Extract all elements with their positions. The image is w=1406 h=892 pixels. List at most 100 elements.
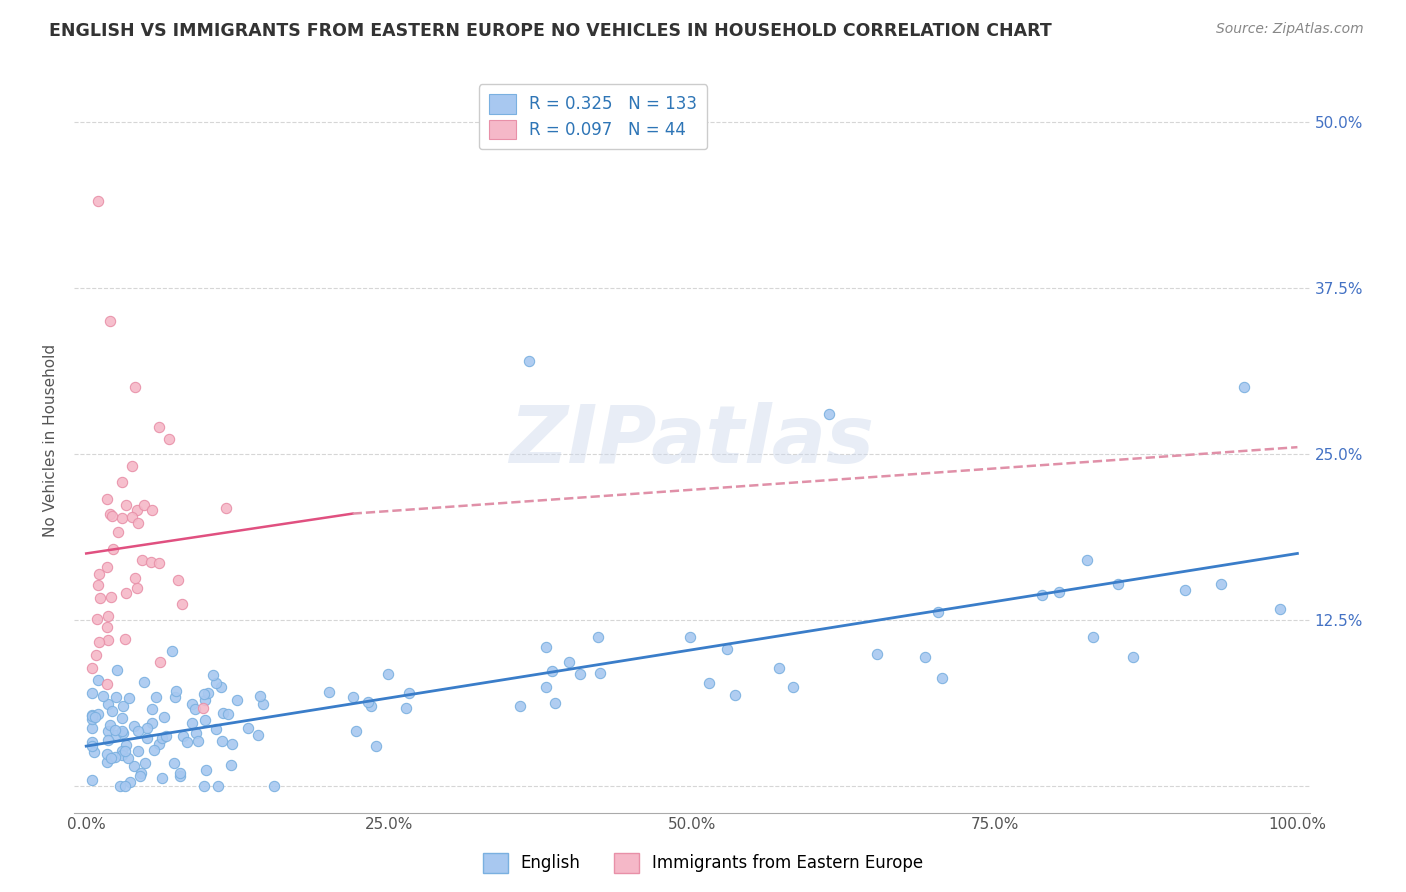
Point xyxy=(724,688,747,702)
Point xyxy=(87,673,110,688)
Point xyxy=(117,750,139,764)
Point xyxy=(191,701,214,715)
Point xyxy=(782,680,804,694)
Point xyxy=(82,686,104,700)
Point xyxy=(110,779,132,793)
Point xyxy=(357,695,380,709)
Point xyxy=(247,728,270,742)
Point xyxy=(155,729,177,743)
Point xyxy=(96,560,118,574)
Point xyxy=(1211,577,1233,591)
Point xyxy=(152,771,174,785)
Point xyxy=(679,630,702,644)
Point xyxy=(134,756,156,771)
Point xyxy=(148,737,170,751)
Legend: English, Immigrants from Eastern Europe: English, Immigrants from Eastern Europe xyxy=(475,847,931,880)
Point xyxy=(121,458,143,473)
Point xyxy=(145,690,167,704)
Point xyxy=(768,661,790,675)
Point xyxy=(1270,602,1292,616)
Point xyxy=(110,744,132,758)
Point xyxy=(195,763,218,777)
Point xyxy=(1076,553,1098,567)
Point xyxy=(104,728,127,742)
Point xyxy=(105,664,128,678)
Point xyxy=(97,723,120,738)
Point xyxy=(131,552,153,566)
Point xyxy=(1081,630,1104,644)
Point xyxy=(86,612,108,626)
Point xyxy=(588,631,610,645)
Point xyxy=(83,710,105,724)
Point xyxy=(197,686,219,700)
Point xyxy=(1031,588,1053,602)
Point xyxy=(163,756,186,770)
Point xyxy=(124,380,146,394)
Point xyxy=(111,723,134,738)
Point xyxy=(160,644,183,658)
Point xyxy=(101,508,124,523)
Point xyxy=(169,766,191,780)
Point xyxy=(181,715,204,730)
Point xyxy=(558,655,581,669)
Point xyxy=(157,432,180,446)
Legend: R = 0.325   N = 133, R = 0.097   N = 44: R = 0.325 N = 133, R = 0.097 N = 44 xyxy=(479,84,707,150)
Point xyxy=(150,731,173,745)
Point xyxy=(120,774,142,789)
Point xyxy=(129,765,152,780)
Point xyxy=(117,690,139,705)
Point xyxy=(87,706,110,721)
Text: ZIPatlas: ZIPatlas xyxy=(509,401,875,480)
Point xyxy=(82,712,104,726)
Point xyxy=(127,516,149,530)
Point xyxy=(716,641,738,656)
Point xyxy=(236,721,259,735)
Point xyxy=(101,704,124,718)
Point xyxy=(201,668,224,682)
Point xyxy=(135,722,157,736)
Point xyxy=(342,690,364,705)
Point xyxy=(97,698,120,712)
Point xyxy=(152,709,174,723)
Point xyxy=(207,779,229,793)
Point xyxy=(394,701,416,715)
Point xyxy=(165,683,187,698)
Point xyxy=(148,420,170,434)
Point xyxy=(101,541,124,556)
Point xyxy=(193,687,215,701)
Point xyxy=(135,731,157,745)
Point xyxy=(221,758,243,772)
Point xyxy=(89,591,111,605)
Point xyxy=(111,726,134,740)
Point xyxy=(205,723,228,737)
Point xyxy=(121,510,143,524)
Point xyxy=(82,721,104,735)
Point xyxy=(91,689,114,703)
Point xyxy=(212,706,235,721)
Point xyxy=(100,314,122,328)
Point xyxy=(98,507,121,521)
Point xyxy=(82,735,104,749)
Point xyxy=(927,605,949,619)
Point xyxy=(127,723,149,738)
Point xyxy=(249,689,271,703)
Point xyxy=(534,680,557,694)
Point xyxy=(536,640,558,654)
Point xyxy=(122,719,145,733)
Point xyxy=(181,697,204,711)
Point xyxy=(193,693,215,707)
Point xyxy=(211,733,233,747)
Point xyxy=(263,779,285,793)
Point xyxy=(186,726,208,740)
Point xyxy=(252,697,274,711)
Point xyxy=(148,557,170,571)
Point xyxy=(127,502,149,516)
Point xyxy=(217,706,239,721)
Point xyxy=(914,650,936,665)
Point xyxy=(128,769,150,783)
Point xyxy=(1174,582,1197,597)
Point xyxy=(142,743,165,757)
Point xyxy=(111,510,134,524)
Point xyxy=(141,716,163,731)
Point xyxy=(1122,650,1144,665)
